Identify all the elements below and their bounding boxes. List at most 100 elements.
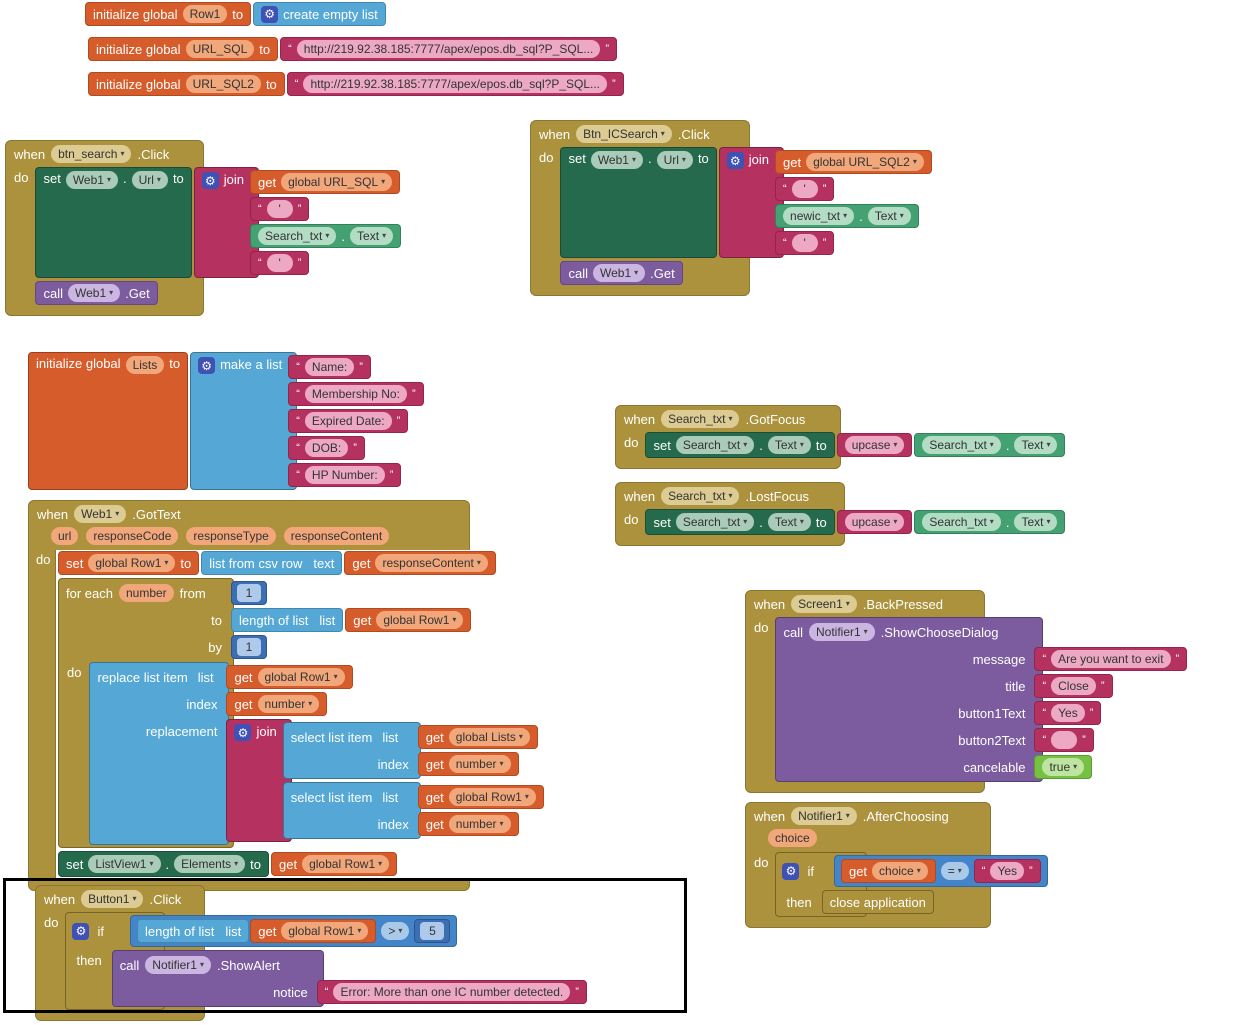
join-block[interactable]: ⚙ join get global URL_SQL2 ▾ “ ' ” <box>718 147 932 258</box>
text-field[interactable]: Error: More than one IC number detected. <box>333 983 571 1001</box>
text-field[interactable]: HP Number: <box>304 466 385 484</box>
event-screen1-backpressed[interactable]: when Screen1 ▾ .BackPressed do call Notif… <box>745 590 1188 793</box>
list-from-csv-row-block[interactable]: list from csv row text <box>201 551 343 575</box>
text-field[interactable]: Expired Date: <box>304 412 392 430</box>
mutator-gear-icon[interactable]: ⚙ <box>201 172 219 189</box>
param-url[interactable]: url <box>51 527 79 545</box>
text-field[interactable]: ' <box>791 180 818 198</box>
property-dropdown[interactable]: Url ▾ <box>131 171 168 189</box>
text-string-block[interactable]: “ Expired Date: ” <box>288 409 409 433</box>
text-string-block[interactable]: “ HP Number: ” <box>288 463 402 487</box>
text-string-block[interactable]: “ Yes ” <box>973 859 1041 883</box>
variable-dropdown[interactable]: number ▾ <box>448 815 511 833</box>
param-response-type[interactable]: responseType <box>186 527 276 545</box>
component-dropdown[interactable]: Notifier1 ▾ <box>808 623 875 641</box>
get-variable-block[interactable]: get choice ▾ <box>840 859 936 883</box>
get-variable-block[interactable]: get global Row1 ▾ <box>417 785 544 809</box>
text-string-block[interactable]: “ Close ” <box>1034 674 1113 698</box>
component-dropdown[interactable]: Search_txt ▾ <box>922 513 1001 531</box>
get-variable-block[interactable]: get global URL_SQL2 ▾ <box>775 150 932 174</box>
property-dropdown[interactable]: Text ▾ <box>1014 436 1058 454</box>
component-dropdown[interactable]: Web1 ▾ <box>65 171 118 189</box>
variable-dropdown[interactable]: global URL_SQL ▾ <box>281 173 393 191</box>
get-variable-block[interactable]: get global Row1 ▾ <box>271 852 398 876</box>
string-op-dropdown[interactable]: upcase ▾ <box>844 436 905 454</box>
variable-name-field[interactable]: Row1 <box>182 5 228 23</box>
number-block[interactable]: 1 <box>231 581 267 605</box>
text-field[interactable]: Are you want to exit <box>1051 650 1171 668</box>
loop-variable-field[interactable]: number <box>118 584 174 602</box>
set-property-block[interactable]: set Search_txt ▾ . Text ▾ to <box>645 509 835 535</box>
mutator-gear-icon[interactable]: ⚙ <box>782 862 800 880</box>
get-property-block[interactable]: newic_txt ▾ . Text ▾ <box>775 204 919 228</box>
property-dropdown[interactable]: Text ▾ <box>767 513 811 531</box>
call-show-alert-block[interactable]: call Notifier1 ▾ .ShowAlert notice “ Error… <box>111 950 587 1007</box>
compare-op-dropdown[interactable]: > ▾ <box>381 922 410 940</box>
replace-list-item-block[interactable]: replace list item list get global Row1 ▾ … <box>89 662 544 845</box>
text-string-block[interactable]: “ ' ” <box>775 231 835 255</box>
init-global-block[interactable]: initialize global URL_SQL to <box>88 37 279 61</box>
variable-dropdown[interactable]: global Row1 ▾ <box>302 855 390 873</box>
get-variable-block[interactable]: get number ▾ <box>417 812 519 836</box>
get-property-block[interactable]: Search_txt ▾ . Text ▾ <box>250 224 402 248</box>
call-web1-get-block[interactable]: call Web1 ▾ .Get <box>35 281 158 305</box>
variable-dropdown[interactable]: responseContent ▾ <box>375 554 488 572</box>
text-field[interactable]: http://219.92.38.185:7777/apex/epos.db_s… <box>296 40 601 58</box>
call-web1-get-block[interactable]: call Web1 ▾ .Get <box>560 261 683 285</box>
set-property-block[interactable]: set Web1 ▾ . Url ▾ to <box>560 147 717 258</box>
get-variable-block[interactable]: get global Row1 ▾ <box>250 919 377 943</box>
variable-name-field[interactable]: Lists <box>125 356 165 374</box>
text-string-block[interactable]: “” <box>1034 728 1094 752</box>
text-field[interactable]: Yes <box>1051 704 1085 722</box>
text-field[interactable]: ' <box>266 200 293 218</box>
if-block[interactable]: ⚙ if length of list list get global Row1… <box>65 912 587 1010</box>
property-dropdown[interactable]: Text ▾ <box>867 207 911 225</box>
event-btn-search-click[interactable]: when btn_search ▾ .Click do set Web1 ▾ . U… <box>5 140 402 316</box>
get-property-block[interactable]: Search_txt ▾ . Text ▾ <box>914 433 1066 457</box>
get-variable-block[interactable]: get number ▾ <box>417 752 519 776</box>
component-dropdown[interactable]: Screen1 ▾ <box>791 595 857 613</box>
variable-name-field[interactable]: URL_SQL <box>185 40 255 58</box>
stmt-set-global-row1[interactable]: set global Row1 ▾ to list from csv row te… <box>58 551 496 575</box>
component-dropdown[interactable]: Search_txt ▾ <box>258 227 337 245</box>
number-field[interactable]: 5 <box>420 922 445 940</box>
text-field[interactable]: Name: <box>304 358 355 376</box>
length-of-list-block[interactable]: length of list list <box>231 608 344 632</box>
for-each-block[interactable]: for each number from 1 to length of list… <box>58 578 544 848</box>
init-global-block[interactable]: initialize global Row1 to <box>85 2 252 26</box>
component-dropdown[interactable]: btn_search ▾ <box>51 145 132 163</box>
text-string-block[interactable]: “ Membership No: ” <box>288 382 424 406</box>
number-block[interactable]: 1 <box>231 635 267 659</box>
close-application-block[interactable]: close application <box>821 890 934 914</box>
get-variable-block[interactable]: get global URL_SQL ▾ <box>250 170 401 194</box>
event-notifier1-afterchoosing[interactable]: when Notifier1 ▾ .AfterChoosing choice do… <box>745 802 1048 928</box>
stmt-set-search-text[interactable]: set Search_txt ▾ . Text ▾ to upcase ▾ Searc… <box>645 432 1066 458</box>
text-field[interactable]: Yes <box>990 862 1025 880</box>
logic-dropdown[interactable]: true ▾ <box>1042 758 1085 776</box>
text-string-block[interactable]: “ ' ” <box>250 197 310 221</box>
get-variable-block[interactable]: get global Row1 ▾ <box>345 608 472 632</box>
number-field[interactable]: 1 <box>237 638 261 656</box>
component-dropdown[interactable]: Search_txt ▾ <box>661 487 740 505</box>
component-dropdown[interactable]: Web1 ▾ <box>74 505 127 523</box>
component-dropdown[interactable]: Btn_ICSearch ▾ <box>576 125 672 143</box>
event-search-txt-lostfocus[interactable]: when Search_txt ▾ .LostFocus do set Searc… <box>615 482 1066 546</box>
text-string-block[interactable]: “ Name: ” <box>288 355 371 379</box>
property-dropdown[interactable]: Text ▾ <box>1014 513 1058 531</box>
compare-op-dropdown[interactable]: = ▾ <box>940 862 969 880</box>
get-variable-block[interactable]: get responseContent ▾ <box>344 551 496 575</box>
mutator-gear-icon[interactable]: ⚙ <box>261 5 279 23</box>
init-global-block[interactable]: initialize global URL_SQL2 to <box>88 72 285 96</box>
stmt-set-search-text[interactable]: set Search_txt ▾ . Text ▾ to upcase ▾ Searc… <box>645 509 1066 535</box>
component-dropdown[interactable]: Web1 ▾ <box>590 151 643 169</box>
init-global-block[interactable]: initialize global Lists to <box>28 352 189 490</box>
event-button1-click[interactable]: when Button1 ▾ .Click do ⚙ if length of l… <box>35 885 587 1021</box>
param-response-content[interactable]: responseContent <box>283 527 390 545</box>
text-field[interactable]: Close <box>1051 677 1096 695</box>
upcase-block[interactable]: upcase ▾ <box>836 510 913 534</box>
mutator-gear-icon[interactable]: ⚙ <box>726 152 744 169</box>
component-dropdown[interactable]: Button1 ▾ <box>81 890 144 908</box>
component-dropdown[interactable]: ListView1 ▾ <box>88 855 161 873</box>
stmt-set-web1-url[interactable]: set Web1 ▾ . Url ▾ to ⚙ join get <box>35 167 402 278</box>
component-dropdown[interactable]: Notifier1 ▾ <box>791 807 857 825</box>
